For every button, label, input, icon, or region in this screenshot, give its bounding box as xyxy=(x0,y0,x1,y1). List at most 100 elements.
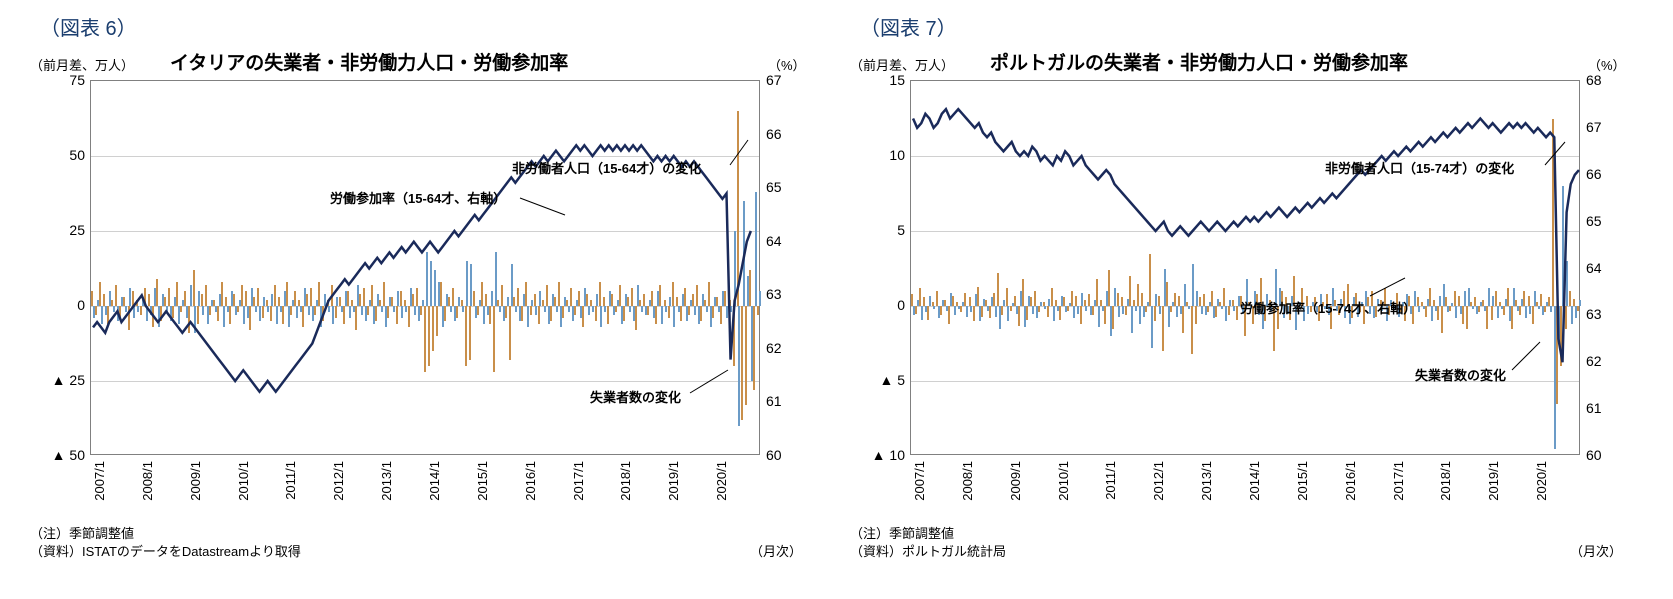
bar xyxy=(1468,288,1470,306)
bar xyxy=(1108,270,1110,306)
bar xyxy=(603,297,605,306)
bar xyxy=(1437,306,1439,320)
bar xyxy=(365,306,367,321)
bar xyxy=(215,306,217,312)
bar xyxy=(611,294,613,306)
bar xyxy=(991,297,993,306)
bar xyxy=(1176,306,1178,317)
bar xyxy=(1034,291,1036,306)
bar xyxy=(1569,291,1571,306)
ytick-right: 63 xyxy=(1586,306,1616,322)
bar xyxy=(1044,306,1046,309)
bar xyxy=(172,306,174,318)
bar xyxy=(304,288,306,306)
bar xyxy=(1511,306,1513,329)
bar xyxy=(1425,306,1427,317)
bar xyxy=(592,306,594,312)
bar xyxy=(1571,306,1573,324)
bar xyxy=(465,306,467,366)
bar xyxy=(249,306,251,330)
bar xyxy=(193,270,195,306)
bar xyxy=(485,294,487,306)
bar xyxy=(1022,279,1024,306)
bar xyxy=(385,306,387,327)
ytick-left: ▲ 50 xyxy=(45,447,85,463)
bar xyxy=(1215,306,1217,317)
ytick-left: 50 xyxy=(45,147,85,163)
ytick-right: 62 xyxy=(1586,353,1616,369)
bar xyxy=(1051,288,1053,306)
bar xyxy=(1447,306,1449,312)
bar xyxy=(560,306,562,327)
bar xyxy=(1532,306,1534,324)
bar xyxy=(454,306,456,321)
bar xyxy=(623,306,625,321)
bar xyxy=(552,294,554,306)
bar xyxy=(292,300,294,306)
ytick-right: 61 xyxy=(766,393,796,409)
bar xyxy=(513,297,515,306)
bar xyxy=(1229,300,1231,306)
bar xyxy=(1016,306,1018,314)
bar xyxy=(558,282,560,306)
bar xyxy=(964,293,966,307)
bar xyxy=(966,306,968,317)
bar xyxy=(144,288,146,306)
bar xyxy=(1061,296,1063,307)
bar xyxy=(923,297,925,306)
bar xyxy=(259,306,261,321)
bar xyxy=(1145,306,1147,312)
ytick-right: 66 xyxy=(1586,166,1616,182)
bar xyxy=(631,288,633,306)
bar xyxy=(1069,303,1071,306)
bar xyxy=(162,294,164,306)
bar xyxy=(1495,291,1497,306)
bar xyxy=(1149,254,1151,307)
bar xyxy=(452,288,454,306)
bar xyxy=(473,291,475,306)
bar xyxy=(1211,291,1213,306)
bar xyxy=(345,291,347,306)
bar xyxy=(1205,306,1207,315)
bar xyxy=(166,306,168,312)
bar xyxy=(207,306,209,324)
bar xyxy=(271,294,273,306)
bar xyxy=(546,285,548,306)
bar xyxy=(1121,297,1123,306)
bar xyxy=(1168,306,1170,327)
ytick-right: 67 xyxy=(766,72,796,88)
bar xyxy=(253,297,255,306)
ytick-left: 75 xyxy=(45,72,85,88)
bar xyxy=(168,288,170,306)
bar xyxy=(328,306,330,312)
bar xyxy=(414,306,416,315)
bar xyxy=(722,291,724,306)
bar xyxy=(716,297,718,306)
bar xyxy=(353,306,355,312)
bar xyxy=(1129,276,1131,306)
bar xyxy=(942,300,944,306)
bar xyxy=(1509,306,1511,321)
bar xyxy=(357,285,359,306)
xtick: 2009/1 xyxy=(188,461,203,501)
bar xyxy=(416,288,418,306)
bar xyxy=(1525,306,1527,318)
bar xyxy=(645,306,647,315)
bar xyxy=(1562,186,1564,306)
bar xyxy=(1143,306,1145,317)
bar xyxy=(621,306,623,324)
xtick: 2020/1 xyxy=(714,461,729,501)
bar xyxy=(733,306,735,366)
bar xyxy=(1573,299,1575,307)
chart7-line-svg xyxy=(911,81,1581,456)
bar xyxy=(641,306,643,312)
bar xyxy=(223,306,225,327)
bar xyxy=(730,306,732,312)
xtick: 2013/1 xyxy=(1199,461,1214,501)
bar xyxy=(578,291,580,306)
bar xyxy=(263,297,265,306)
annotation: 失業者数の変化 xyxy=(1415,365,1506,384)
bar xyxy=(1092,306,1094,315)
bar xyxy=(651,291,653,306)
bar xyxy=(103,294,105,306)
